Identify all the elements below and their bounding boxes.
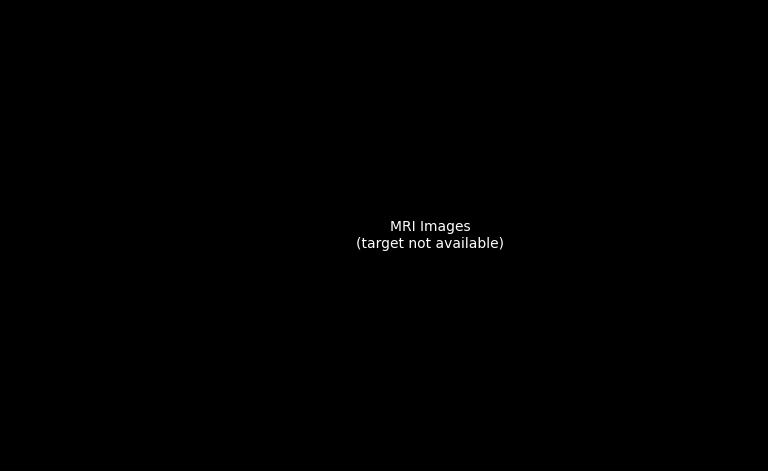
Text: MRI Images
(target not available): MRI Images (target not available): [356, 220, 504, 251]
